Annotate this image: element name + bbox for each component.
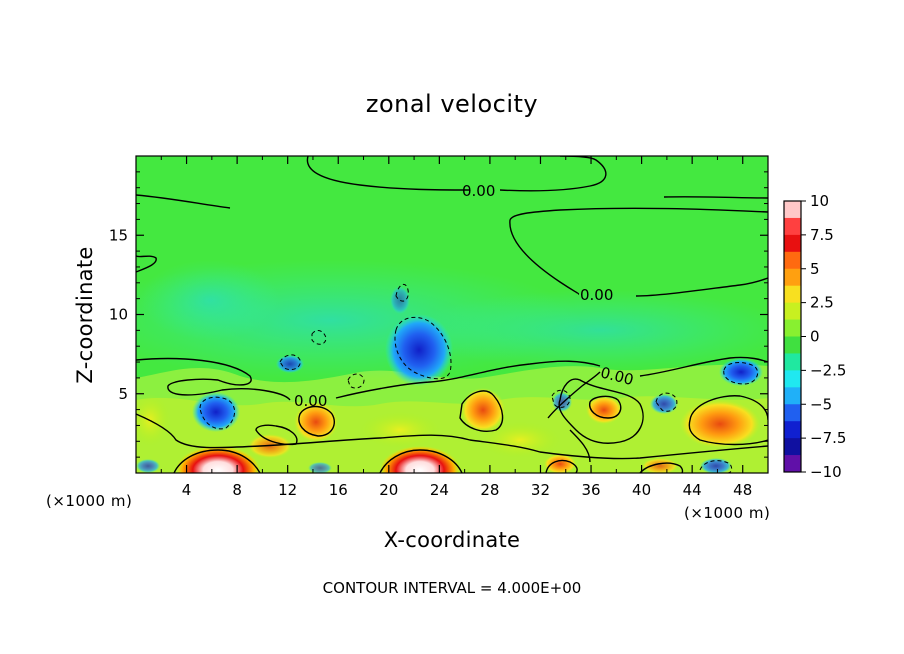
colorbar-swatch (784, 251, 801, 270)
colorbar-tick-label: 10 (810, 192, 829, 210)
colorbar-swatch (784, 421, 801, 439)
colorbar-swatch (784, 455, 801, 473)
colorbar-swatch (784, 370, 801, 388)
x-tick-label: 28 (480, 481, 499, 499)
colorbar-swatch (784, 234, 801, 253)
colorbar-tick-label: 5 (810, 260, 820, 278)
colorbar-tick-label: 2.5 (810, 294, 834, 312)
x-tick-label: 8 (232, 481, 242, 499)
colorbar-swatch (784, 285, 801, 304)
x-tick-label: 16 (329, 481, 348, 499)
colorbar-swatch (784, 302, 801, 321)
colorbar-tick-label: −2.5 (810, 361, 846, 379)
colorbar-tick-label: −5 (810, 395, 832, 413)
colorbar-swatch (784, 217, 801, 236)
colorbar-tick-label: 7.5 (810, 226, 834, 244)
contour-label-left: 0.00 (294, 392, 327, 410)
x-tick-label: 48 (733, 481, 752, 499)
x-tick-label: 20 (379, 481, 398, 499)
contour-lines (136, 156, 768, 473)
x-unit-label-right: (×1000 m) (684, 504, 770, 522)
colorbar-swatch (784, 404, 801, 422)
colorbar-swatch (784, 438, 801, 456)
contour-label-top: 0.00 (462, 182, 495, 200)
colorbar-swatch (784, 353, 801, 371)
y-tick-label: 15 (109, 226, 128, 244)
x-tick-label: 40 (632, 481, 651, 499)
colorbar-swatch (784, 319, 801, 337)
colorbar-tick-label: 0 (810, 328, 820, 346)
contour-interval-note: CONTOUR INTERVAL = 4.000E+00 (323, 579, 582, 597)
colorbar-tick-label: −10 (810, 463, 842, 481)
x-tick-label: 44 (683, 481, 702, 499)
x-tick-label: 32 (531, 481, 550, 499)
x-tick-label: 36 (581, 481, 600, 499)
contour-label-upper-right: 0.00 (580, 286, 613, 304)
colorbar: 10 7.5 5 2.5 0 −2.5 −5 −7.5 −10 (783, 192, 846, 481)
negative-contour-lines (199, 283, 759, 473)
y-tick-label: 10 (109, 306, 128, 324)
x-axis: 4 8 12 16 20 24 28 32 36 40 44 48 (160, 156, 752, 499)
chart-title: zonal velocity (366, 90, 538, 118)
colorbar-swatch (784, 201, 801, 219)
x-tick-label: 4 (182, 481, 192, 499)
x-tick-label: 24 (430, 481, 449, 499)
x-unit-label-left: (×1000 m) (46, 492, 132, 510)
y-axis: 5 10 15 (109, 171, 768, 458)
y-tick-label: 5 (118, 385, 128, 403)
colorbar-swatch (784, 387, 801, 405)
colorbar-tick-label: −7.5 (810, 429, 846, 447)
x-tick-label: 12 (278, 481, 297, 499)
velocity-field (136, 156, 768, 473)
y-axis-label: Z-coordinate (73, 246, 97, 383)
x-axis-label: X-coordinate (384, 528, 521, 552)
colorbar-swatch (784, 268, 801, 287)
colorbar-swatch (784, 336, 801, 354)
